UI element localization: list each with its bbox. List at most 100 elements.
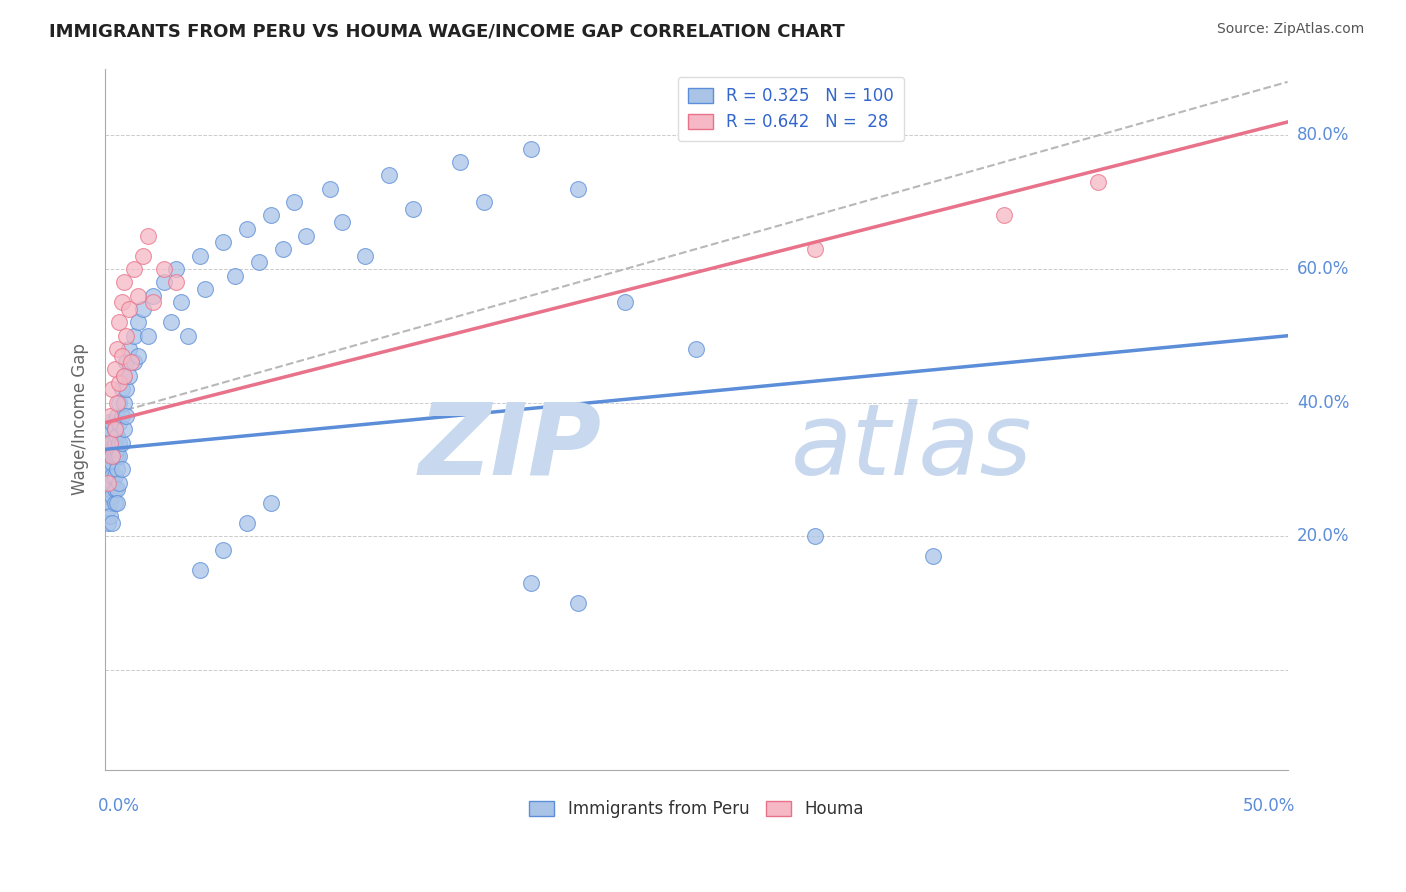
Text: atlas: atlas [792,399,1032,496]
Point [97,469,120,483]
Point [188,249,211,263]
Point [101,449,124,463]
Point [98,509,121,524]
Point [127,315,149,329]
Point [112,422,135,436]
Point [127,349,149,363]
Point [236,222,259,236]
Point [160,315,183,329]
Point [108,475,131,490]
Point [283,195,305,210]
Point [105,395,128,409]
Text: 60.0%: 60.0% [1298,260,1350,278]
Point [685,342,707,356]
Point [105,442,128,457]
Point [122,328,145,343]
Point [105,483,128,497]
Point [97,456,120,470]
Point [567,596,589,610]
Point [104,422,127,436]
Point [108,315,131,329]
Point [112,275,135,289]
Point [98,483,121,497]
Point [105,429,128,443]
Point [98,435,121,450]
Point [97,502,120,516]
Point [177,328,200,343]
Point [118,301,141,316]
Point [132,301,155,316]
Point [111,349,134,363]
Point [104,362,127,376]
Point [105,462,128,476]
Text: 80.0%: 80.0% [1298,127,1350,145]
Point [193,282,215,296]
Text: 40.0%: 40.0% [1298,393,1350,411]
Point [111,462,134,476]
Point [108,449,131,463]
Point [105,409,128,423]
Point [112,395,135,409]
Point [260,496,283,510]
Point [378,169,401,183]
Point [111,382,134,396]
Point [136,328,159,343]
Point [104,469,127,483]
Point [922,549,945,564]
Point [295,228,318,243]
Point [614,295,637,310]
Point [122,355,145,369]
Point [141,288,163,302]
Point [115,382,138,396]
Point [112,368,135,383]
Point [115,409,138,423]
Point [803,242,825,256]
Point [122,262,145,277]
Point [108,435,131,450]
Text: 0.0%: 0.0% [98,797,141,814]
Point [101,435,124,450]
Point [104,422,127,436]
Point [111,409,134,423]
Y-axis label: Wage/Income Gap: Wage/Income Gap [72,343,89,495]
Point [165,275,187,289]
Point [118,368,141,383]
Point [188,563,211,577]
Point [520,142,543,156]
Point [1087,175,1109,189]
Point [98,422,121,436]
Point [98,442,121,457]
Point [101,442,124,457]
Point [104,483,127,497]
Point [330,215,353,229]
Point [98,496,121,510]
Point [136,228,159,243]
Point [97,442,120,457]
Point [97,429,120,443]
Point [98,449,121,463]
Point [212,235,235,250]
Point [115,328,138,343]
Point [224,268,246,283]
Point [101,456,124,470]
Point [354,249,377,263]
Point [101,416,124,430]
Point [98,462,121,476]
Point [97,475,120,490]
Point [236,516,259,530]
Point [260,209,283,223]
Point [97,483,120,497]
Point [101,516,124,530]
Point [98,409,121,423]
Point [449,155,471,169]
Point [165,262,187,277]
Point [101,469,124,483]
Point [120,355,142,369]
Point [319,182,342,196]
Point [170,295,193,310]
Point [567,182,589,196]
Point [115,355,138,369]
Point [127,288,149,302]
Point [97,475,120,490]
Point [104,435,127,450]
